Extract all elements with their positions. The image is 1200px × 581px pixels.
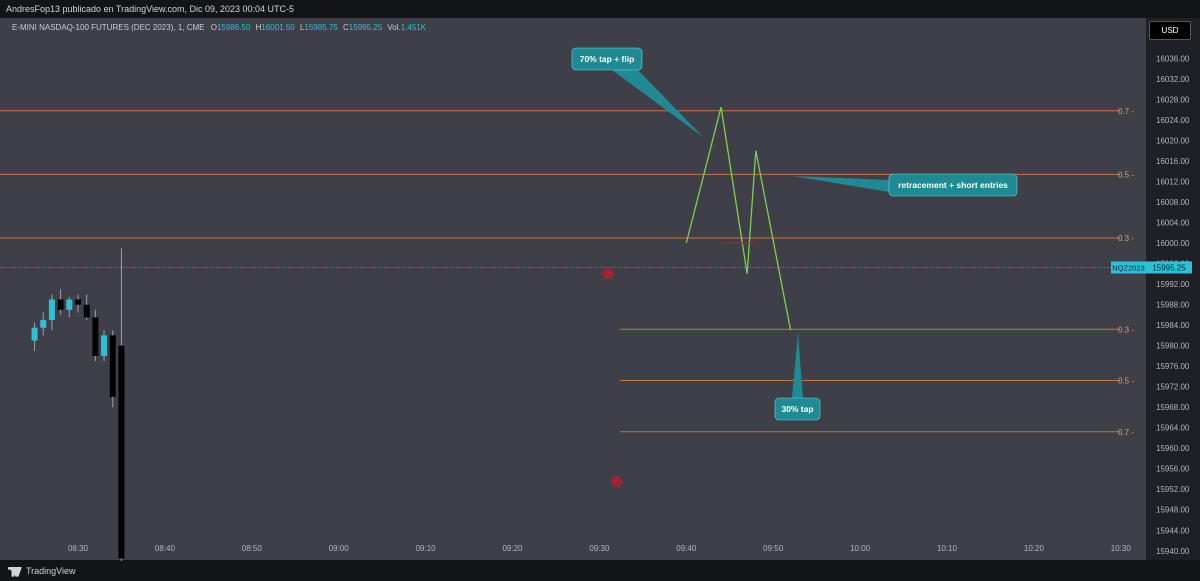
x-tick-label: 10:00 <box>850 544 871 553</box>
x-tick-label: 09:10 <box>416 544 437 553</box>
y-tick-label: 15948.00 <box>1156 506 1190 515</box>
y-tick-label: 15952.00 <box>1156 485 1190 494</box>
y-tick-label: 16036.00 <box>1156 55 1190 64</box>
candles-layer <box>0 248 1146 562</box>
fib-level-label: 0.3 - <box>1118 325 1134 334</box>
zigzag-line <box>685 107 792 331</box>
y-tick-label: 15956.00 <box>1156 465 1190 474</box>
high-value: 16001.50 <box>261 23 295 32</box>
y-tick-label: 16016.00 <box>1156 157 1190 166</box>
y-tick-label: 15984.00 <box>1156 321 1190 330</box>
fib-level-label: 0.7 - <box>1118 428 1134 437</box>
zigzag-layer <box>685 107 792 331</box>
symbol-badge-text: NQZ2023 <box>1112 263 1145 272</box>
y-tick-label: 15980.00 <box>1156 342 1190 351</box>
annotation-pointer <box>612 70 703 137</box>
tradingview-icon <box>8 566 22 577</box>
x-tick-label: 08:40 <box>155 544 176 553</box>
x-tick-label: 09:40 <box>676 544 697 553</box>
y-tick-label: 16012.00 <box>1156 178 1190 187</box>
candle-body <box>101 335 108 356</box>
symbol-info: E-MINI NASDAQ-100 FUTURES (DEC 2023), 1,… <box>12 23 427 32</box>
annotation-pointer <box>792 333 803 398</box>
y-tick-label: 16008.00 <box>1156 198 1190 207</box>
y-tick-label: 15988.00 <box>1156 301 1190 310</box>
currency-button[interactable]: USD <box>1149 21 1191 40</box>
candle-body <box>57 299 64 310</box>
axis-layer: 16036.00 16032.00 16028.00 16024.00 16020.00… <box>68 55 1192 556</box>
footer-bar <box>0 560 1200 581</box>
close-value: 15995.25 <box>349 23 383 32</box>
annotation-text: retracement + short entries <box>898 180 1008 190</box>
annotations-layer: 70% tap + flip retracement + short entrie… <box>571 47 1018 421</box>
annotation-pointer <box>793 176 889 192</box>
fib-level-label: 0.7 - <box>1118 107 1134 116</box>
signal-marker <box>602 268 614 280</box>
candle-body <box>75 299 81 305</box>
low-label: L <box>300 23 305 32</box>
fib-level-label: 0.5 - <box>1118 170 1134 179</box>
low-value: 15985.75 <box>304 23 338 32</box>
candle-body <box>66 299 73 310</box>
y-tick-label: 16004.00 <box>1156 219 1190 228</box>
signal-marker <box>611 476 623 488</box>
open-value: 15986.50 <box>217 23 251 32</box>
y-tick-label: 16024.00 <box>1156 116 1190 125</box>
price-badge <box>1146 261 1192 274</box>
publisher-bar: AndresFop13 publicado en TradingView.com… <box>0 0 1200 18</box>
price-axis[interactable] <box>1146 18 1200 560</box>
price-badge-text: 15995.25 <box>1152 263 1186 272</box>
symbol-name: E-MINI NASDAQ-100 FUTURES (DEC 2023), 1,… <box>12 23 204 32</box>
y-tick-label: 15960.00 <box>1156 444 1190 453</box>
candle-body <box>48 299 55 321</box>
y-tick-label: 16032.00 <box>1156 75 1190 84</box>
x-tick-label: 09:00 <box>329 544 350 553</box>
x-tick-label: 09:30 <box>589 544 610 553</box>
x-tick-label: 10:20 <box>1024 544 1045 553</box>
y-tick-label: 15964.00 <box>1156 424 1190 433</box>
x-tick-label: 10:30 <box>1111 544 1132 553</box>
x-tick-label: 09:20 <box>502 544 523 553</box>
fibonacci-layer: 0.7 - 0.5 - 0.3 - 0.3 - 0.5 - 0.7 - <box>0 107 1134 437</box>
chart-area[interactable] <box>0 18 1146 560</box>
symbol-badge <box>1111 261 1146 274</box>
annotation-box <box>888 173 1018 197</box>
candle-body <box>109 335 116 397</box>
x-tick-label: 09:50 <box>763 544 784 553</box>
y-tick-label: 15992.00 <box>1156 280 1190 289</box>
close-label: C <box>343 23 349 32</box>
annotation-text: 70% tap + flip <box>580 54 635 64</box>
annotation-box <box>774 397 821 421</box>
x-tick-label: 08:50 <box>242 544 263 553</box>
annotation-text: 30% tap <box>781 404 813 414</box>
y-tick-label: 15968.00 <box>1156 403 1190 412</box>
y-tick-label: 16028.00 <box>1156 96 1190 105</box>
candle-body <box>31 327 38 341</box>
y-tick-label: 16020.00 <box>1156 137 1190 146</box>
y-tick-label: 15972.00 <box>1156 383 1190 392</box>
markers-layer <box>602 268 623 488</box>
open-label: O <box>211 23 217 32</box>
publisher-text: AndresFop13 publicado en TradingView.com… <box>6 4 295 14</box>
y-tick-label: 15940.00 <box>1156 547 1190 556</box>
candle-body <box>118 345 125 559</box>
volume-value: 1.451K <box>401 23 427 32</box>
high-label: H <box>256 23 262 32</box>
x-tick-label: 08:30 <box>68 544 89 553</box>
candle-body <box>83 304 90 318</box>
brand-name: TradingView <box>26 566 76 576</box>
fib-level-label: 0.3 - <box>1118 234 1134 243</box>
x-tick-label: 10:10 <box>937 544 958 553</box>
y-tick-label: 15976.00 <box>1156 362 1190 371</box>
fib-level-label: 0.5 - <box>1118 377 1134 386</box>
candle-body <box>40 320 47 328</box>
volume-label: Vol. <box>387 23 400 32</box>
tradingview-logo[interactable]: TradingView <box>8 565 76 577</box>
y-tick-label: 16000.00 <box>1156 239 1190 248</box>
candle-body <box>92 317 99 356</box>
y-tick-label: 15944.00 <box>1156 526 1190 535</box>
annotation-box <box>571 47 643 71</box>
